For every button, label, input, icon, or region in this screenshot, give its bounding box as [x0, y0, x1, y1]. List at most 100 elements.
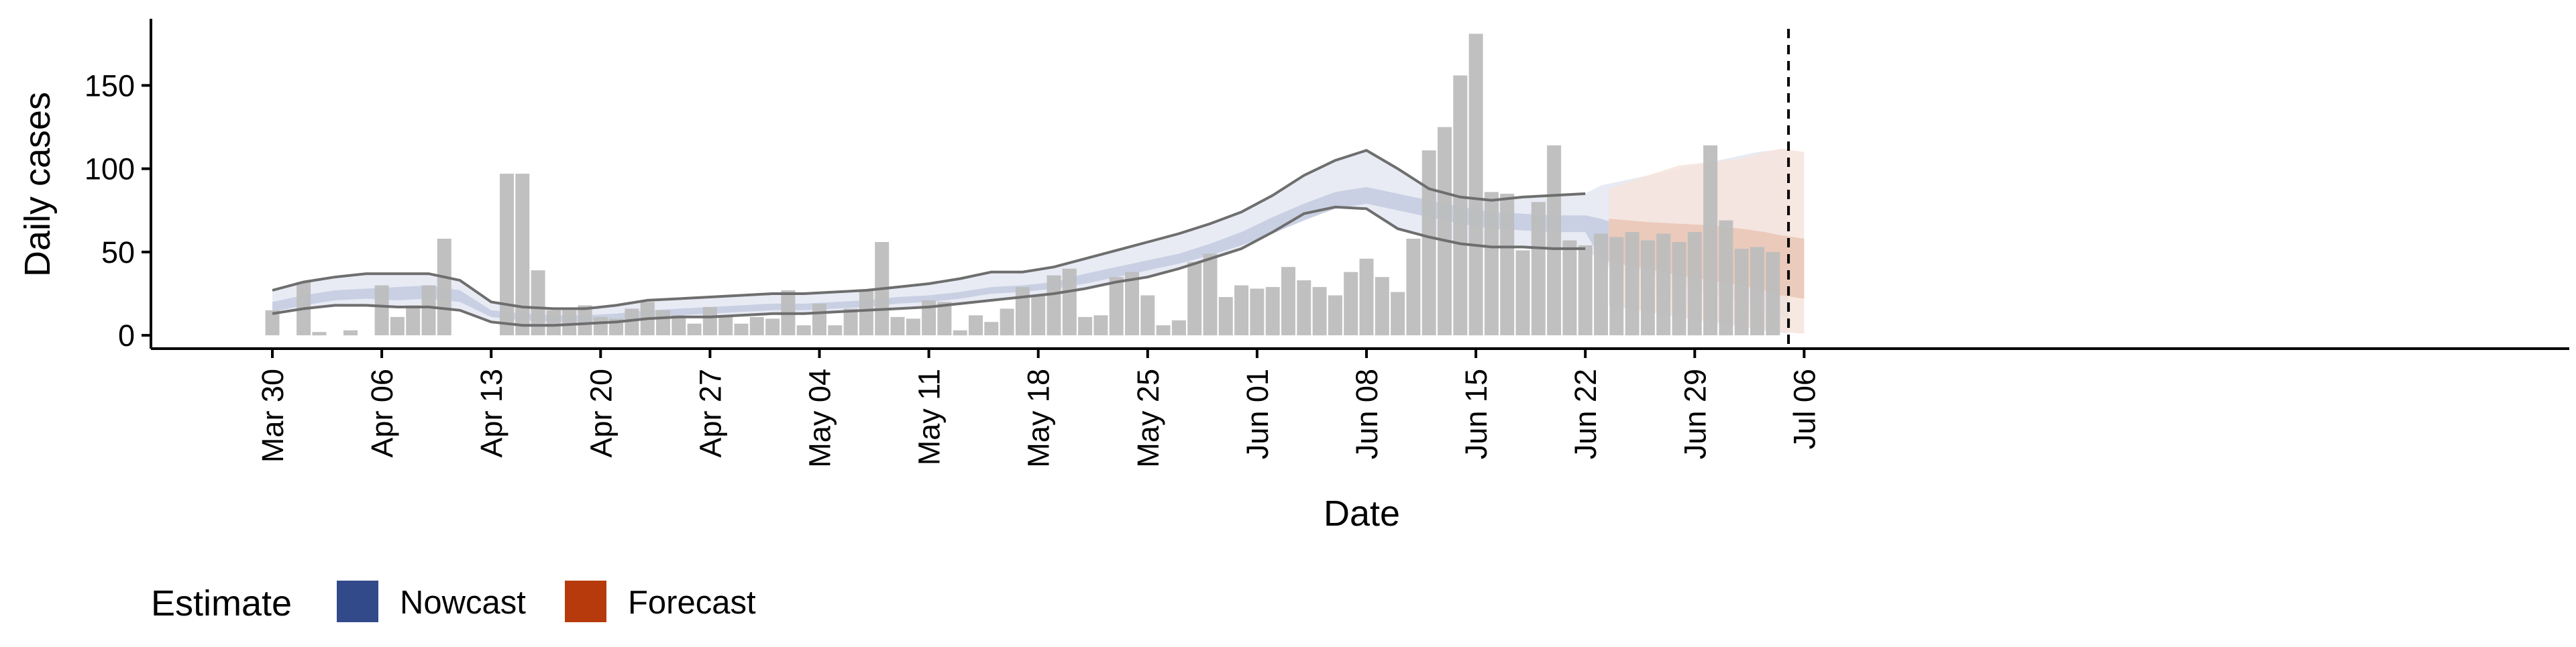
case-bar	[1218, 297, 1233, 336]
y-tick-label: 0	[118, 318, 135, 353]
case-bar	[1578, 245, 1593, 336]
case-bar	[1125, 272, 1139, 336]
y-axis-title: Daily cases	[17, 92, 58, 277]
case-bar	[922, 300, 936, 336]
case-bar	[656, 310, 670, 336]
case-bar	[937, 302, 952, 336]
case-bar	[859, 290, 873, 336]
case-bar	[625, 308, 639, 336]
case-bar	[1250, 288, 1265, 336]
case-bar	[687, 323, 702, 336]
legend-swatch-nowcast	[337, 581, 378, 622]
case-bar	[1640, 240, 1655, 336]
legend-label-forecast: Forecast	[628, 585, 756, 621]
bars-layer	[265, 34, 1780, 336]
x-tick-label: May 04	[803, 369, 837, 468]
case-bar	[1015, 287, 1030, 336]
x-tick-label: May 18	[1022, 369, 1056, 468]
case-bar	[890, 316, 905, 336]
case-bar	[1453, 75, 1468, 336]
case-bar	[437, 239, 451, 336]
case-bar	[906, 318, 920, 336]
case-bar	[1484, 192, 1499, 336]
case-bar	[1391, 292, 1405, 336]
case-bar	[1234, 285, 1249, 336]
x-axis-title: Date	[1324, 493, 1400, 534]
case-bar	[1046, 275, 1061, 336]
case-bar	[1625, 232, 1640, 336]
x-tick-label: Apr 27	[693, 369, 727, 458]
case-bar	[593, 316, 608, 336]
y-tick-label: 50	[101, 235, 135, 270]
plot-area	[265, 29, 1805, 349]
case-bar	[969, 315, 983, 336]
case-bar	[1203, 253, 1218, 336]
x-tick-label: Apr 13	[474, 369, 508, 458]
x-tick-label: Jun 15	[1459, 369, 1493, 459]
case-bar	[734, 323, 749, 336]
case-bar	[1687, 232, 1702, 336]
case-bar	[1515, 250, 1530, 336]
case-bar	[796, 325, 811, 336]
lines-layer	[272, 29, 1790, 349]
case-bar	[1140, 295, 1155, 336]
x-tick-label: Jun 29	[1678, 369, 1712, 459]
case-bar	[1734, 248, 1749, 336]
case-bar	[1093, 315, 1108, 336]
case-bar	[312, 332, 327, 336]
x-tick-label: May 25	[1131, 369, 1165, 468]
case-bar	[1547, 145, 1562, 336]
x-tick-label: Jun 08	[1350, 369, 1384, 459]
case-bar	[1031, 295, 1046, 336]
case-bar	[1171, 320, 1186, 336]
case-bar	[265, 310, 280, 336]
case-bar	[1187, 261, 1202, 336]
case-bar	[1375, 277, 1389, 336]
case-bar	[390, 316, 405, 336]
case-bar	[1156, 325, 1171, 336]
case-bar	[421, 285, 436, 336]
case-bar	[1750, 247, 1764, 336]
case-bar	[812, 303, 826, 336]
legend-label-nowcast: Nowcast	[400, 585, 526, 621]
legend-title: Estimate	[151, 583, 292, 624]
case-bar	[1078, 316, 1093, 336]
case-bar	[374, 285, 389, 336]
legend-swatch-forecast	[565, 581, 606, 622]
y-tick-label: 150	[85, 68, 135, 103]
case-bar	[546, 310, 561, 336]
x-tick-label: Apr 06	[365, 369, 399, 458]
case-bar	[1703, 145, 1718, 336]
case-bar	[1500, 193, 1515, 336]
case-bar	[718, 316, 733, 336]
case-bar	[1594, 233, 1608, 336]
case-bar	[1062, 268, 1077, 336]
nowcast-outer-band	[272, 148, 1789, 334]
case-bar	[1312, 287, 1327, 336]
case-bar	[1438, 127, 1452, 336]
case-bar	[702, 306, 717, 336]
case-bar	[1000, 308, 1014, 336]
case-bar	[828, 325, 843, 336]
case-bar	[1297, 280, 1311, 336]
x-tick-label: Jul 06	[1787, 369, 1821, 449]
case-bar	[953, 330, 967, 336]
case-bar	[1672, 242, 1686, 336]
case-bar	[1609, 237, 1624, 336]
x-tick-label: Apr 20	[584, 369, 618, 458]
case-bar	[1531, 202, 1546, 336]
case-bar	[1719, 220, 1733, 336]
case-bar	[749, 316, 764, 336]
x-tick-label: May 11	[912, 369, 947, 465]
x-tick-label: Mar 30	[256, 369, 290, 463]
case-bar	[1656, 233, 1671, 336]
x-tick-label: Jun 22	[1568, 369, 1603, 459]
case-bar	[406, 305, 421, 336]
case-bar	[843, 308, 858, 336]
case-bar	[500, 174, 514, 336]
case-bar	[1421, 150, 1436, 336]
case-bar	[1281, 267, 1295, 336]
legend: Estimate Nowcast Forecast	[151, 581, 756, 624]
case-bar	[672, 315, 686, 336]
